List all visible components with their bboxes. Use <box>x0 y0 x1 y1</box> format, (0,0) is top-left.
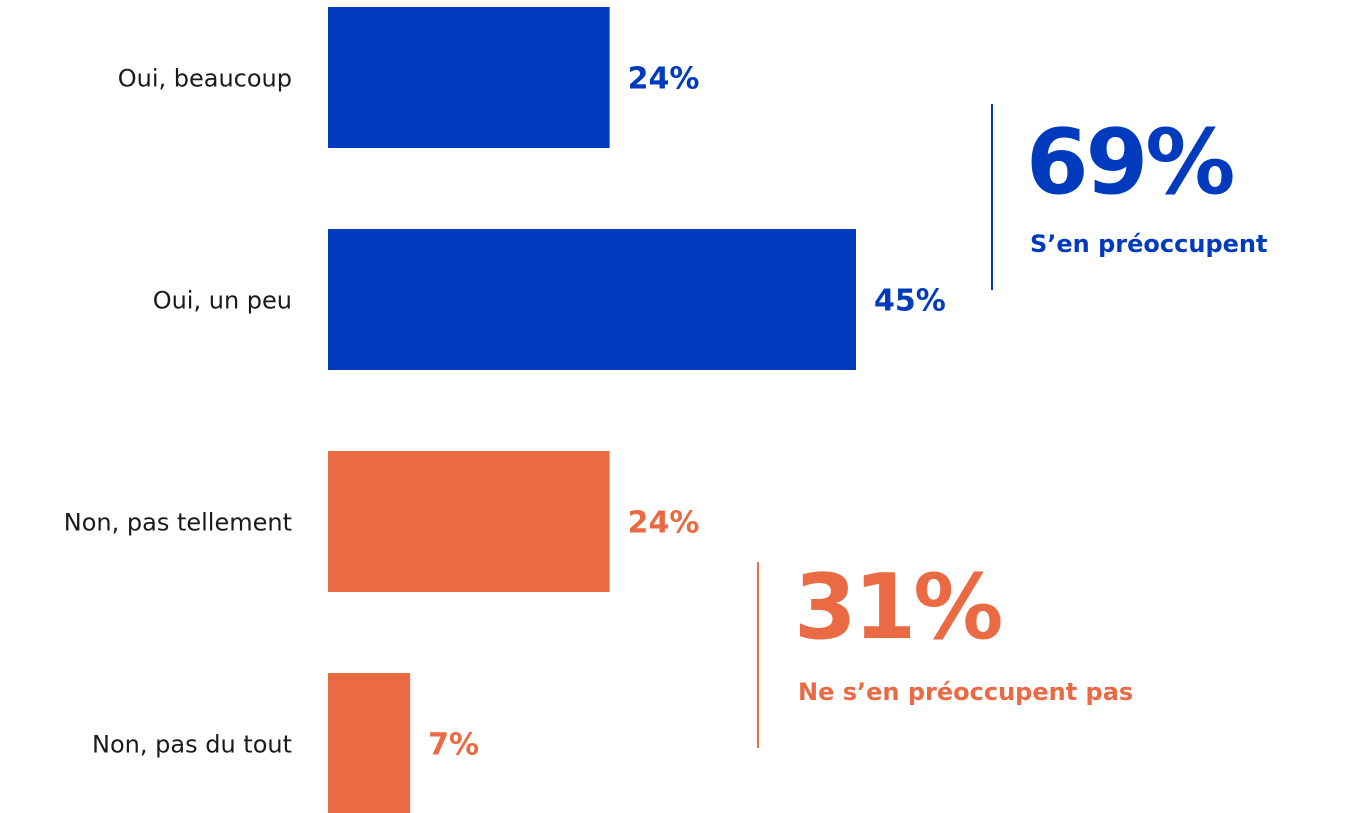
value-label-non-pas-tellement: 24% <box>628 506 700 541</box>
category-label-non-pas-tellement: Non, pas tellement <box>64 509 292 537</box>
category-label-non-pas-du-tout: Non, pas du tout <box>92 731 292 759</box>
category-label-oui-beaucoup: Oui, beaucoup <box>118 65 292 93</box>
yes-summary-percent: 69% <box>1026 110 1233 215</box>
category-label-oui-un-peu: Oui, un peu <box>153 287 292 315</box>
yes-summary: 69% S’en préoccupent <box>991 104 1267 290</box>
bar-oui-beaucoup <box>328 7 610 148</box>
value-label-oui-beaucoup: 24% <box>628 62 700 97</box>
bars-layer <box>328 7 856 813</box>
value-label-non-pas-du-tout: 7% <box>428 728 479 763</box>
labels-layer: Oui, beaucoup 24% Oui, un peu 45% Non, pas t… <box>64 62 946 763</box>
yes-summary-label: S’en préoccupent <box>1030 230 1267 258</box>
bar-oui-un-peu <box>328 229 856 370</box>
no-summary-label: Ne s’en préoccupent pas <box>798 678 1133 706</box>
bar-non-pas-du-tout <box>328 673 411 813</box>
no-summary: 31% Ne s’en préoccupent pas <box>757 555 1133 748</box>
no-summary-percent: 31% <box>794 555 1001 660</box>
bar-non-pas-tellement <box>328 451 610 592</box>
value-label-oui-un-peu: 45% <box>874 284 946 319</box>
